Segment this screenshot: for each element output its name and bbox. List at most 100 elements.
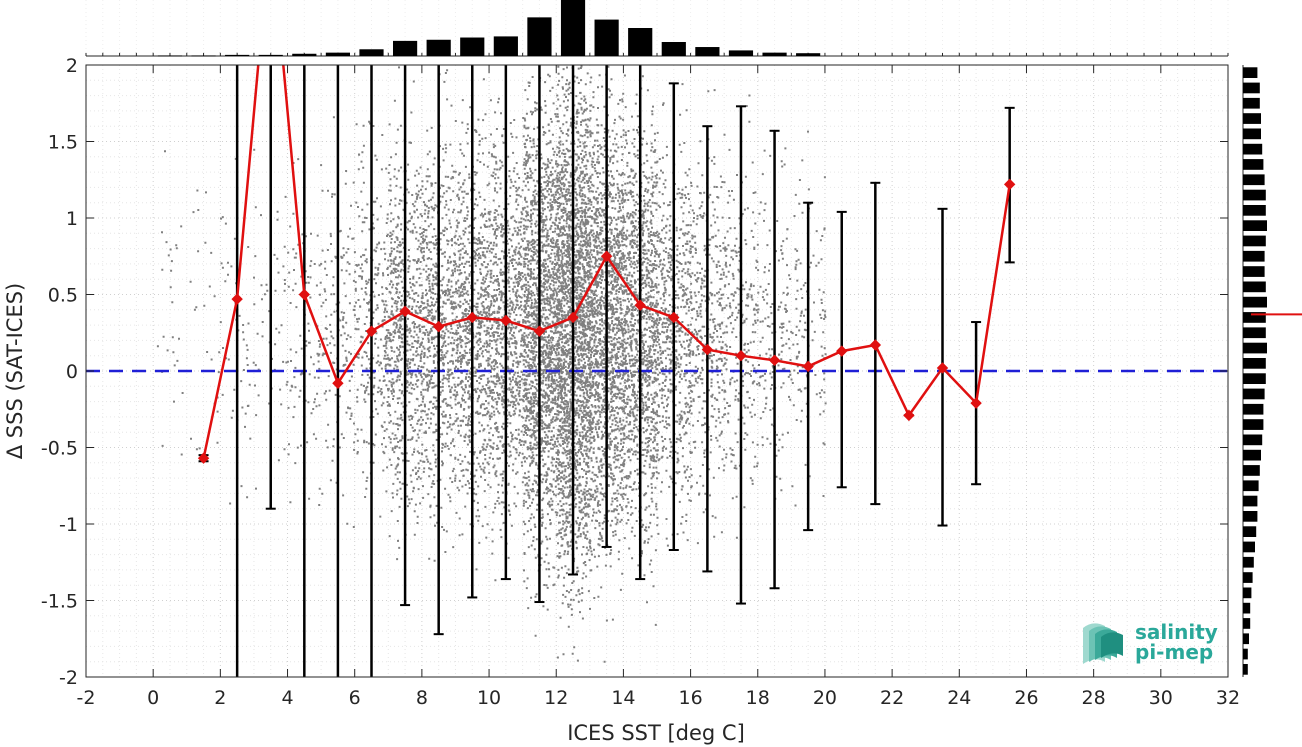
right-hist-bar	[1243, 510, 1258, 522]
right-hist-bar	[1243, 189, 1266, 201]
right-hist-bar	[1243, 388, 1265, 400]
mean-point	[1003, 178, 1016, 191]
mean-point	[332, 377, 344, 389]
right-hist-bar	[1243, 143, 1263, 155]
top-hist-bar	[762, 52, 787, 56]
x-tick-label: 28	[1082, 687, 1106, 709]
top-hist-bar	[225, 54, 250, 56]
top-hist-bar	[426, 39, 451, 56]
top-hist-bar	[359, 49, 384, 56]
mean-series	[197, 65, 1016, 464]
logo-line2: pi-mep	[1135, 640, 1213, 664]
right-hist-bar	[1243, 250, 1265, 262]
plot-frame	[85, 64, 1229, 678]
mean-point	[533, 325, 546, 337]
x-tick-label: 24	[947, 687, 971, 709]
right-hist-bar	[1243, 449, 1261, 461]
top-histogram	[85, 0, 1229, 57]
y-tick-label: 1.5	[48, 132, 78, 154]
right-hist-bar	[1243, 266, 1265, 277]
top-hist-bar	[695, 47, 720, 56]
right-hist-bar	[1243, 495, 1258, 507]
mean-point	[567, 311, 579, 324]
y-tick-label: 0	[66, 361, 78, 383]
mean-point	[869, 339, 882, 351]
mean-point	[365, 325, 378, 337]
mean-point	[802, 360, 814, 373]
right-hist-bar	[1243, 663, 1248, 675]
salinity-pi-mep-logo: salinity pi-mep	[1083, 620, 1218, 664]
logo-wave-layer	[1101, 632, 1123, 658]
x-tick-labels: -2 0 2 4 6 8 10 12 14 16 18 20 22 24 26 28 30 32	[77, 687, 1241, 709]
x-tick-label: 6	[349, 687, 361, 709]
mean-point	[432, 320, 445, 333]
top-hist-bar	[460, 37, 485, 56]
right-hist-bar	[1243, 419, 1264, 430]
mean-point	[701, 343, 714, 356]
right-hist-bar	[1243, 480, 1259, 492]
y-tick-label: -0.5	[41, 438, 78, 460]
right-hist-bar	[1243, 648, 1248, 660]
x-axis-title: ICES SST [deg C]	[567, 721, 745, 745]
right-hist-bar	[1243, 541, 1255, 553]
top-hist-bar	[560, 0, 586, 56]
top-hist-bar	[258, 54, 283, 56]
right-hist-bar	[1243, 159, 1264, 170]
mean-point	[634, 299, 646, 311]
x-tick-label: 4	[281, 687, 293, 709]
right-hist-bar	[1243, 235, 1266, 247]
right-hist-bar	[1243, 82, 1260, 94]
top-hist-bar	[628, 28, 653, 56]
logo-line1: salinity	[1135, 620, 1218, 644]
x-tick-label: 8	[416, 687, 428, 709]
right-hist-bar	[1243, 220, 1267, 232]
y-tick-label: 1	[66, 208, 78, 230]
right-hist-bar	[1243, 357, 1266, 369]
x-tick-label: 14	[611, 687, 635, 709]
x-tick-label: 2	[214, 687, 226, 709]
top-hist-bar	[325, 52, 351, 56]
right-histogram	[1242, 65, 1302, 677]
mean-point	[768, 354, 781, 366]
y-tick-label: -1.5	[41, 591, 78, 613]
right-hist-bar	[1243, 97, 1260, 109]
right-hist-bar	[1243, 204, 1266, 216]
x-tick-label: -2	[77, 687, 96, 709]
y-tick-labels: -2 -1.5 -1 -0.5 0 0.5 1 1.5 2	[41, 55, 78, 689]
mean-point	[399, 305, 411, 318]
y-axis-title: Δ SSS (SAT-ICES)	[3, 283, 27, 459]
right-hist-bar	[1243, 403, 1264, 415]
top-hist-bar	[527, 17, 552, 56]
x-tick-label: 20	[813, 687, 837, 709]
mean-point	[500, 314, 512, 327]
right-hist-bar	[1243, 342, 1267, 354]
right-hist-bar	[1243, 526, 1257, 538]
top-hist-bar	[594, 19, 619, 57]
right-hist-bar	[1243, 373, 1266, 385]
top-hist-bar	[292, 53, 317, 56]
right-hist-bar	[1243, 633, 1249, 645]
top-hist-bar	[392, 40, 418, 56]
mean-point	[466, 311, 478, 324]
right-hist-bar	[1243, 556, 1254, 568]
x-tick-label: 10	[477, 687, 501, 709]
y-tick-label: 2	[66, 55, 78, 77]
mean-point	[936, 362, 949, 374]
right-hist-bar	[1243, 174, 1265, 186]
mean-point	[836, 345, 848, 357]
right-hist-bar	[1243, 281, 1266, 293]
top-hist-bar	[661, 42, 686, 56]
right-hist-bar	[1243, 618, 1251, 629]
top-hist-bar	[157, 55, 183, 57]
top-hist-bar	[191, 55, 216, 57]
error-bars	[198, 65, 1015, 677]
mean-point	[970, 397, 982, 409]
right-hist-bar	[1243, 587, 1252, 599]
x-tick-label: 16	[678, 687, 702, 709]
mean-point	[735, 349, 747, 362]
y-tick-label: -2	[59, 667, 78, 689]
mean-point	[231, 293, 243, 305]
x-tick-label: 30	[1149, 687, 1173, 709]
x-tick-label: 32	[1216, 687, 1240, 709]
